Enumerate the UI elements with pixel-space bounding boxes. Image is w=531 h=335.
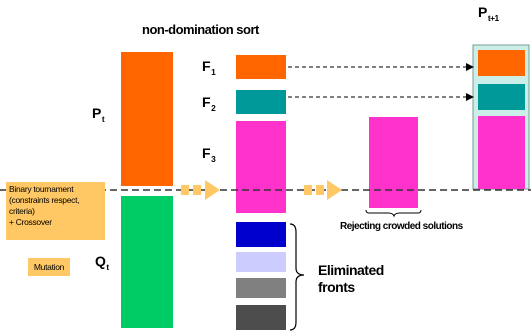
front-f3-bar	[236, 121, 286, 213]
binary-tournament-line: Binary tournament	[9, 184, 74, 194]
p-next-f2-bar	[478, 84, 525, 110]
block-arrow-icon	[304, 180, 342, 200]
block-arrow-icon	[181, 180, 220, 200]
binary-tournament-box: Binary tournament (constraints respect, …	[6, 182, 105, 240]
binary-tournament-line: (constraints respect,	[9, 195, 80, 205]
eliminated-front-4	[236, 305, 286, 330]
eliminated-front-3	[236, 278, 286, 298]
crowded-f3-bar	[369, 117, 418, 208]
p-next-label: Pt+1	[478, 4, 499, 23]
eliminated-fronts-label: Eliminated fronts	[318, 262, 384, 296]
front-f2-bar	[236, 90, 286, 114]
eliminated-line: Eliminated	[318, 262, 384, 278]
mutation-label: Mutation	[33, 262, 65, 272]
p-t-label: Pt	[92, 105, 105, 124]
p-next-f1-bar	[478, 50, 525, 76]
curly-brace-icon	[289, 223, 305, 331]
q-t-label: Qt	[95, 253, 109, 272]
f1-label: F1	[202, 58, 216, 77]
curly-brace-icon	[365, 209, 422, 218]
q-t-population-bar	[121, 196, 173, 328]
eliminated-front-2	[236, 252, 286, 272]
rejecting-label: Rejecting crowded solutions	[340, 221, 463, 232]
eliminated-front-1	[236, 222, 286, 247]
diagram-title: non-domination sort	[142, 22, 259, 37]
p-next-f3-bar	[478, 116, 525, 189]
mutation-box: Mutation	[28, 258, 70, 276]
f2-label: F2	[202, 94, 216, 113]
binary-tournament-line: criteria)	[9, 206, 35, 216]
eliminated-line: fronts	[318, 279, 355, 295]
dashed-arrow-icon	[288, 63, 474, 71]
front-f1-bar	[236, 55, 286, 79]
binary-tournament-line: + Crossover	[9, 217, 52, 227]
dashed-arrow-icon	[288, 93, 474, 101]
p-t-population-bar	[121, 52, 173, 186]
f3-label: F3	[202, 145, 216, 164]
